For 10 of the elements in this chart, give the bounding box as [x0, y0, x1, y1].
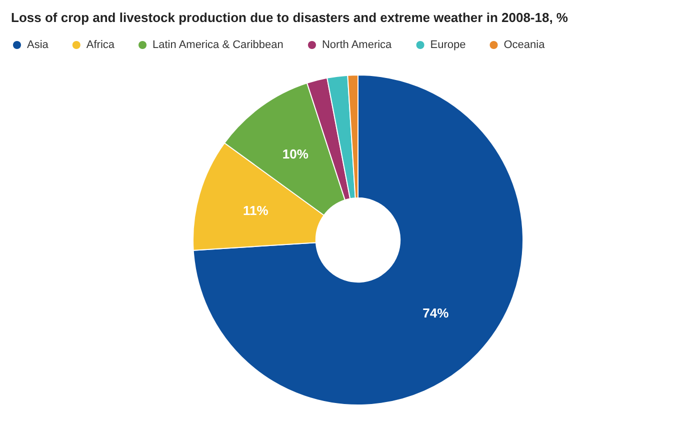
legend-label: Europe [430, 39, 466, 51]
legend-label: Asia [27, 39, 50, 51]
data-label: 10% [282, 146, 309, 162]
legend-label: Latin America & Caribbean [152, 39, 284, 51]
data-label: 11% [243, 202, 269, 218]
legend-label: North America [322, 39, 393, 51]
chart-title: Loss of crop and livestock production due to disasters and extreme weather in 2008-18, % [11, 10, 568, 25]
legend-label: Africa [86, 39, 116, 51]
data-label: 74% [422, 305, 450, 320]
legend-label: Oceania [504, 39, 546, 51]
